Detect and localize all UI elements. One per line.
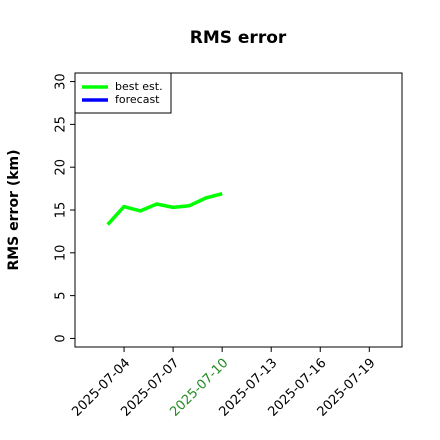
legend-label: forecast xyxy=(115,93,160,106)
y-tick-label: 15 xyxy=(54,202,69,219)
series-line xyxy=(106,192,223,226)
y-tick-label: 10 xyxy=(54,245,69,262)
y-tick-label: 20 xyxy=(54,159,69,176)
y-tick-label: 30 xyxy=(54,73,69,90)
legend-label: best est. xyxy=(115,80,163,93)
y-tick-label: 25 xyxy=(54,116,69,133)
chart-title: RMS error xyxy=(190,28,287,48)
plot-frame xyxy=(74,72,403,348)
y-tick-label: 0 xyxy=(54,334,69,342)
legend-box xyxy=(74,72,172,114)
y-axis-label: RMS error (km) xyxy=(6,149,22,270)
y-tick-label: 5 xyxy=(54,291,69,299)
